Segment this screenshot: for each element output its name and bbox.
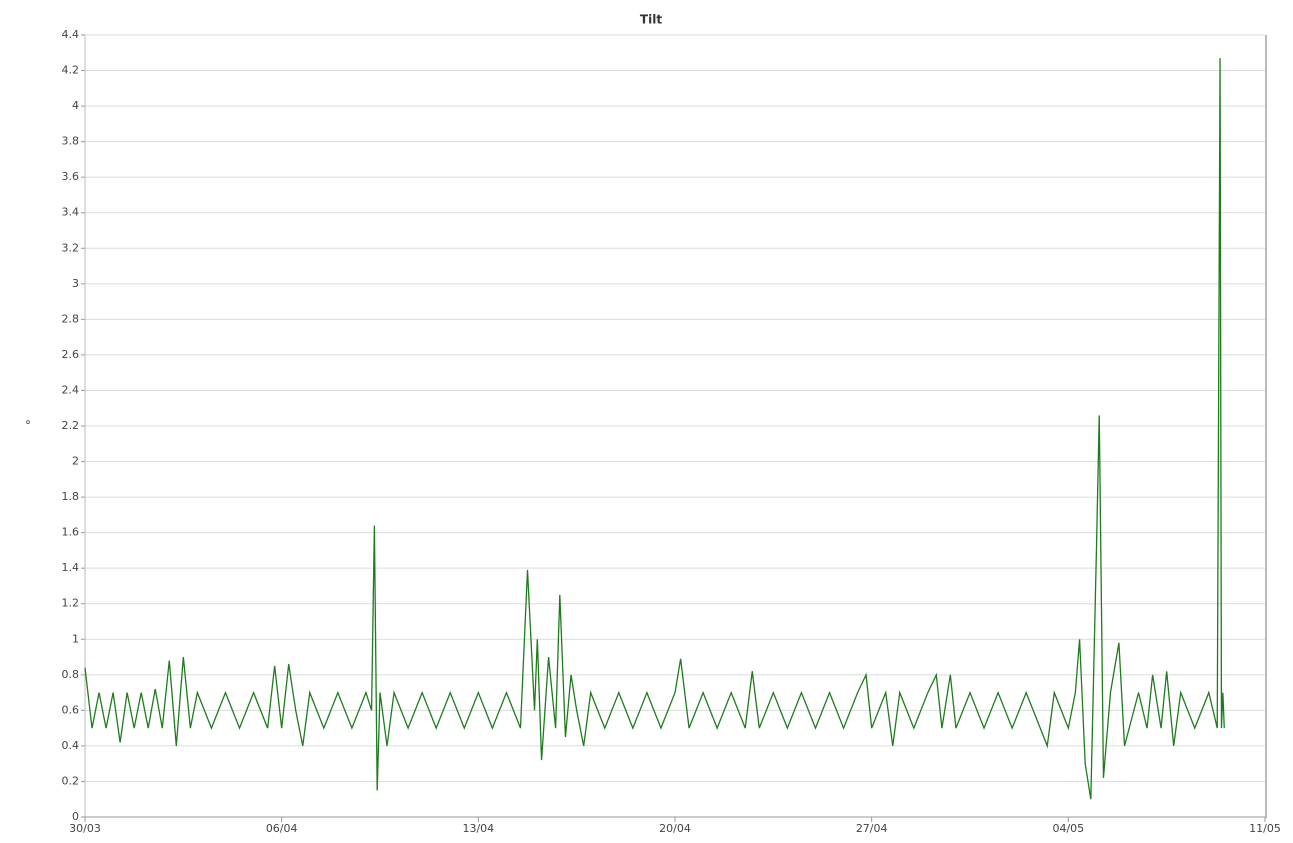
y-tick-label: 3.2 — [62, 241, 80, 254]
y-tick-label: 1.6 — [62, 526, 80, 539]
y-tick-label: 1.8 — [62, 490, 80, 503]
y-tick-label: 1.2 — [62, 597, 80, 610]
y-tick-label: 3.6 — [62, 170, 80, 183]
y-tick-label: 2 — [72, 455, 79, 468]
x-tick-label: 13/04 — [462, 822, 494, 835]
x-tick-label: 20/04 — [659, 822, 691, 835]
y-tick-label: 1 — [72, 632, 79, 645]
line-series — [84, 58, 1225, 800]
y-tick-label: 4.4 — [62, 28, 80, 41]
y-tick-label: 3.8 — [62, 135, 80, 148]
x-tick-label: 27/04 — [856, 822, 888, 835]
y-tick-label: 2.2 — [62, 419, 80, 432]
x-tick-label: 11/05 — [1249, 822, 1281, 835]
x-tick-label: 30/03 — [69, 822, 101, 835]
y-tick-label: 0.2 — [62, 774, 80, 787]
y-axis-label: ° — [25, 419, 31, 433]
y-tick-label: 2.4 — [62, 383, 80, 396]
x-tick-label: 04/05 — [1052, 822, 1084, 835]
y-tick-label: 2.6 — [62, 348, 80, 361]
x-tick-label: 06/04 — [266, 822, 298, 835]
y-tick-label: 4 — [72, 99, 79, 112]
y-tick-label: 2.8 — [62, 312, 80, 325]
y-tick-label: 0.6 — [62, 703, 80, 716]
y-tick-label: 0.4 — [62, 739, 80, 752]
y-tick-label: 4.2 — [62, 64, 80, 77]
y-tick-label: 0.8 — [62, 668, 80, 681]
chart-title: Tilt — [640, 13, 662, 27]
y-tick-label: 0 — [72, 810, 79, 823]
y-tick-label: 3 — [72, 277, 79, 290]
y-tick-label: 1.4 — [62, 561, 80, 574]
y-tick-label: 3.4 — [62, 206, 80, 219]
